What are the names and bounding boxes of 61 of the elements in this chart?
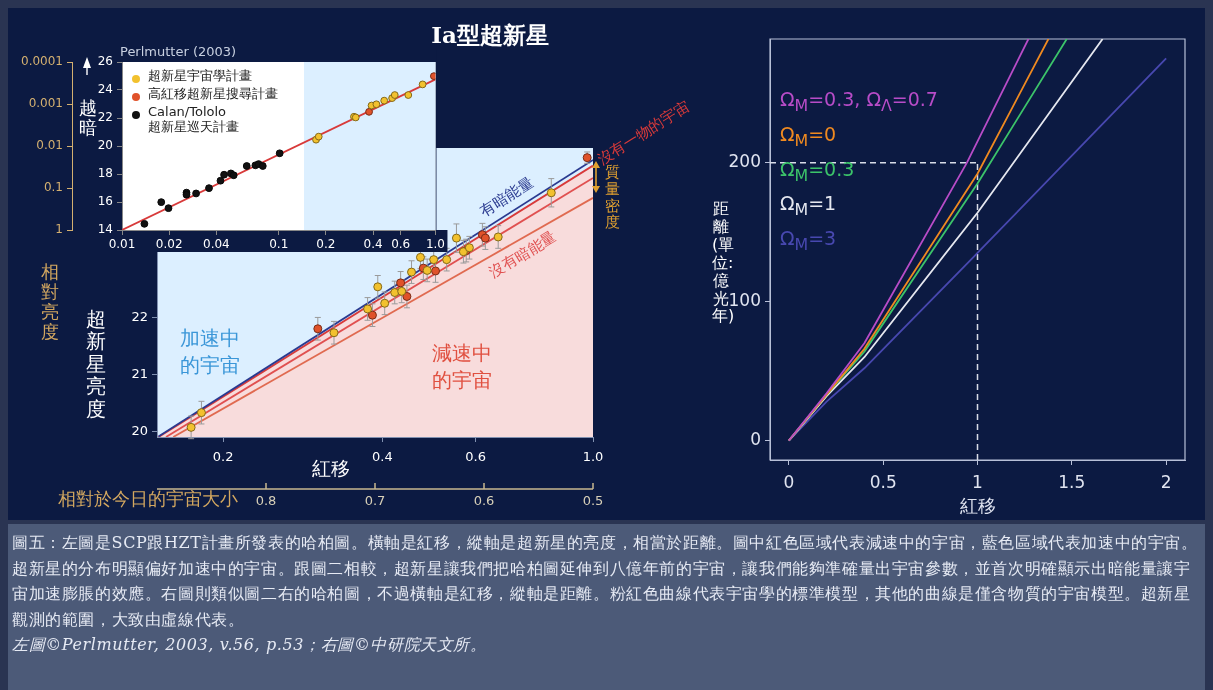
x-tick-label: 0.01 [108,237,136,252]
chart-title: Perlmutter (2003) [120,43,237,59]
text: 沒有暗能量 [485,227,560,282]
y2-tick-label: 20 [97,138,113,153]
x-tick-label: 1.5 [1058,471,1086,492]
y2-tick-label: 18 [97,166,113,181]
x-tick-label: 0.04 [203,237,230,252]
legend-label: Calan/Tololo 超新星巡天計畫 [148,103,239,135]
x-tick-label: 0.02 [155,237,183,252]
chart-title: Ia型超新星 [430,20,550,50]
y2-tick-label: 24 [97,82,113,97]
text: 越暗 [78,97,98,139]
text: 圖五：左圖是SCP跟HZT計畫所發表的哈柏圖。橫軸是紅移，縱軸是超新星的亮度，相當於距離。圖中紅色區域代表減速中的宇宙，藍色區域代表加速中的宇宙。超新星的分布明顯偏好加速中的宇宙。跟圖二相較，超新星讓我們把哈柏圖延伸到八億年前的宇宙，讓我們能夠準確量出宇宙參數，並首次明確顯示出暗能量讓宇宙加速膨脹的效應。右圖則類似圖二右的哈柏圖，不過橫軸是紅移，縱軸是距離。粉紅色曲線代表宇宙學的標準模型，其他的曲線是僅含物質的宇宙模型。超新星觀測的範圍，大致由虛線代表。 [12,532,1199,631]
y-tick-label: 0.1 [43,180,63,195]
text: Ω$_{M}$=1 [780,191,838,222]
y-tick-label: 0.0001 [21,54,63,69]
x-tick-label: 1 [972,471,983,492]
x-tick-label: 0.4 [363,237,383,252]
x-tick-label: 2 [1160,471,1172,492]
x-axis-title: 紅移 [312,457,351,480]
x-tick-label: 1.0 [425,237,445,252]
x-tick-label: 0.2 [316,237,336,252]
text: Ω$_{M}$=0.3 [780,156,856,187]
x-tick-label: 0.5 [869,471,897,492]
x-tick-label: 0.6 [391,237,411,252]
y-tick-label: 0.01 [36,138,63,153]
y-tick-label: 0.001 [28,96,63,111]
annotation: 減速中的宇宙 [432,340,493,394]
x2-tick-label: 0.5 [582,492,604,508]
x2-tick-label: 0.7 [364,492,386,508]
text: 有暗能量 [476,173,537,221]
y-tick-label: 20 [131,422,148,438]
x-tick-label: 0.4 [372,449,393,465]
legend-label: 高紅移超新星搜尋計畫 [148,85,278,102]
y2-tick-label: 16 [97,194,113,209]
y2-tick-label: 22 [97,110,113,125]
x-tick-label: 1.0 [582,449,604,465]
y2-tick-label: 26 [97,54,113,69]
y-tick-label: 21 [131,366,148,382]
x-tick-label: 0.2 [212,449,234,465]
x-tick-label: 0.6 [465,449,486,465]
x-tick-label: 0 [783,471,795,492]
y-axis-title: 相對亮度 [40,261,61,343]
y-tick-label: 1 [55,222,63,237]
text: 左圖©Perlmutter, 2003, v.56, p.53；右圖©中研院天文所。 [12,634,488,656]
x2-tick-label: 0.6 [473,492,495,508]
x2-axis-title: 相對於今日的宇宙大小 [58,487,238,509]
legend-label: 超新星宇宙學計畫 [148,68,252,84]
y2-tick-label: 14 [97,222,113,237]
text: 質量密度 [605,163,622,232]
y-tick-label: 22 [131,309,148,325]
x2-tick-label: 0.8 [255,492,277,508]
y-tick-label: 200 [728,151,761,172]
x-tick-label: 0.1 [269,237,289,252]
y-axis-title: 超新星亮度 [84,307,107,421]
y-tick-label: 0 [750,428,761,449]
text: Ω$_{M}$=0.3, Ω$_{Λ}$=0.7 [780,87,938,117]
annotation: 加速中的宇宙 [180,325,241,379]
text: Ω$_{M}$=0 [780,121,838,152]
text: Ω$_{M}$=3 [780,226,838,256]
x-axis-title: 紅移 [959,494,996,516]
